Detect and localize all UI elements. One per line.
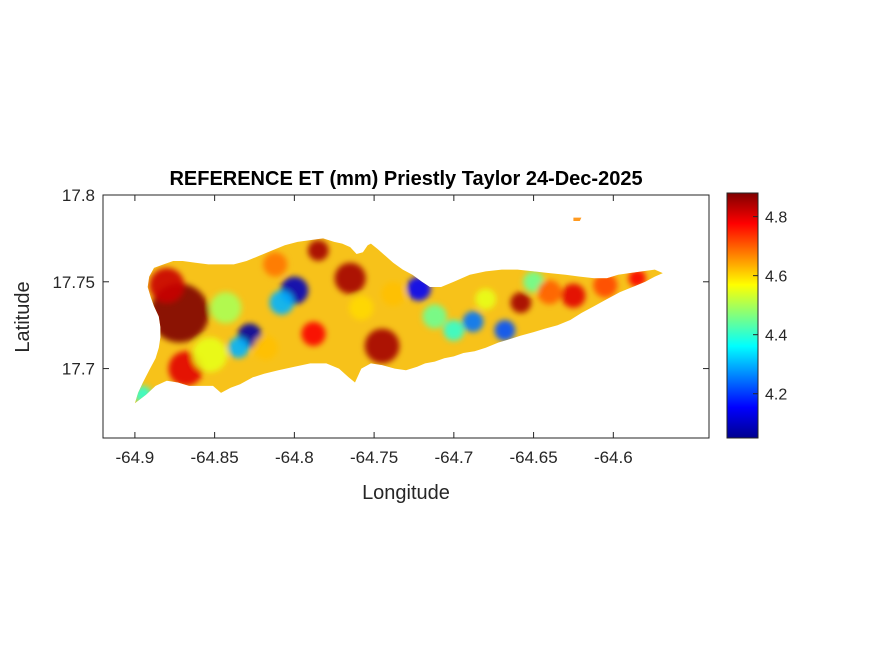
heatmap-cell (301, 321, 326, 346)
heatmap-cell (364, 328, 400, 364)
heatmap-cell (561, 283, 586, 308)
colorbar-tick-label: 4.4 (765, 328, 787, 345)
x-axis: -64.9 -64.85 -64.8 -64.75 -64.7 -64.65 -64.6 (116, 195, 633, 467)
x-tick-label: -64.8 (275, 448, 314, 467)
heatmap-cell (593, 273, 618, 298)
axes-box (102, 194, 710, 439)
island-base (134, 238, 663, 404)
heatmap-cell (210, 292, 242, 324)
heatmap-cell (462, 311, 484, 333)
x-tick-label: -64.9 (116, 448, 155, 467)
heatmap-cell (334, 262, 366, 294)
chart-title: REFERENCE ET (mm) Priestly Taylor 24-Dec… (169, 168, 642, 190)
colorbar-tick-label: 4.8 (765, 210, 787, 227)
x-tick-label: -64.65 (509, 448, 557, 467)
y-axis-label: Latitude (12, 281, 34, 352)
colorbar-tick-label: 4.6 (765, 269, 787, 286)
heatmap-cell (134, 385, 152, 404)
y-tick-label: 17.7 (62, 360, 95, 379)
heatmap (134, 217, 663, 404)
heatmap-cell (149, 267, 185, 303)
heatmap-cell (510, 292, 532, 313)
heatmap-cell (263, 252, 288, 277)
heatmap-field (134, 240, 646, 404)
y-tick-label: 17.75 (52, 273, 95, 292)
y-axis: 17.7 17.75 17.8 (52, 186, 709, 379)
x-tick-label: -64.7 (434, 448, 473, 467)
x-tick-label: -64.75 (350, 448, 398, 467)
heatmap-cell (192, 337, 228, 373)
heatmap-cell (349, 295, 374, 320)
colorbar: 4.2 4.4 4.6 4.8 (726, 192, 787, 439)
x-tick-label: -64.85 (191, 448, 239, 467)
heatmap-cell (228, 337, 250, 359)
heatmap-cell (253, 335, 278, 360)
colorbar-tick-label: 4.2 (765, 387, 787, 404)
heatmap-cell (381, 281, 406, 306)
heatmap-cell (307, 240, 329, 261)
x-axis-label: Longitude (362, 482, 450, 504)
islet (573, 217, 582, 221)
heatmap-cell (269, 290, 294, 315)
heatmap-cell (628, 269, 646, 287)
heatmap-cell (475, 288, 497, 310)
colorbar-ticks: 4.2 4.4 4.6 4.8 (753, 210, 787, 404)
y-tick-label: 17.8 (62, 186, 95, 205)
plot-area (134, 217, 663, 404)
heatmap-cell (443, 320, 465, 341)
colorbar-gradient (726, 192, 759, 439)
heatmap-cell (406, 276, 431, 301)
heatmap-cell (537, 280, 562, 305)
heatmap-cell (494, 320, 516, 341)
x-tick-label: -64.6 (594, 448, 633, 467)
heatmap-cell (422, 304, 447, 329)
